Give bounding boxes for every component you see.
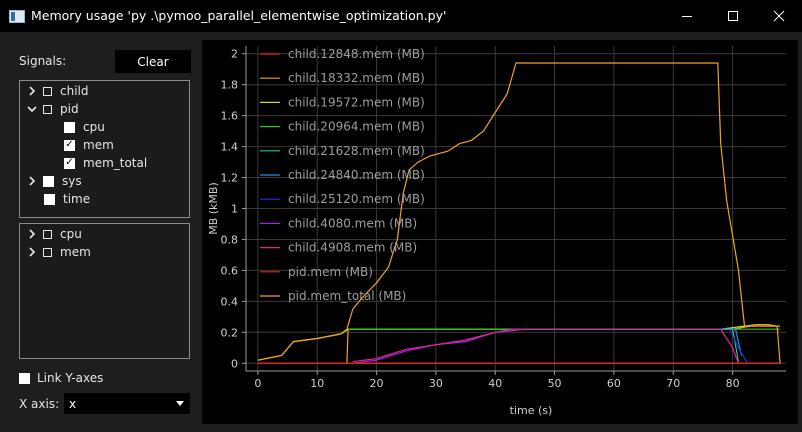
series-line [346, 325, 781, 364]
link-y-axes-label: Link Y-axes [37, 371, 104, 385]
tree-item-label: mem [60, 245, 91, 259]
signals-label: Signals: [19, 54, 67, 68]
x-tick-label: 20 [370, 377, 384, 390]
chevron-right-icon[interactable] [26, 245, 38, 259]
y-tick-label: 1.6 [221, 110, 239, 123]
tree-item-pid[interactable]: pid [26, 100, 79, 118]
close-button[interactable] [756, 0, 802, 32]
tree-item-sys[interactable]: sys [26, 172, 82, 190]
legend-label: child.4908.mem (MB) [288, 241, 417, 255]
legend-label: child.20964.mem (MB) [288, 120, 425, 134]
link-y-axes-checkbox[interactable] [19, 372, 30, 384]
tree-item-label: sys [62, 174, 82, 188]
tree-item-label: cpu [83, 120, 105, 134]
tree-item-label: mem_total [83, 156, 148, 170]
partial-checkbox[interactable] [43, 229, 52, 239]
chevron-down-icon[interactable] [26, 102, 38, 116]
y-axis-title: MB (kMB) [207, 182, 220, 235]
series-line [257, 62, 781, 364]
checkbox-unchecked[interactable] [44, 193, 55, 205]
tree-item-mem-total[interactable]: ✓ mem_total [64, 154, 147, 172]
close-icon [773, 10, 785, 22]
tree-item-time[interactable]: time [44, 190, 90, 208]
tree-item-label: pid [60, 102, 79, 116]
tree-item-cpu[interactable]: cpu [64, 118, 105, 136]
legend-label: child.12848.mem (MB) [288, 47, 425, 61]
y-tick-label: 1.4 [221, 141, 239, 154]
maximize-icon [728, 11, 738, 21]
y-tick-label: 0.6 [221, 264, 239, 277]
x-tick-label: 70 [666, 377, 680, 390]
plot-area[interactable]: 0 10 20 30 40 50 60 70 80 0 0.2 0.4 0.6 0.8 1 1.2 1.4 1.6… [202, 40, 798, 424]
y-tick-label: 0.8 [221, 233, 239, 246]
tree-item-label: cpu [60, 227, 82, 241]
memory-chart[interactable]: 0 10 20 30 40 50 60 70 80 0 0.2 0.4 0.6 0.8 1 1.2 1.4 1.6… [202, 40, 798, 424]
y-tick-label: 1 [231, 203, 238, 216]
checkbox-checked[interactable]: ✓ [64, 139, 75, 151]
series-line [352, 328, 740, 364]
x-tick-label: 80 [726, 377, 740, 390]
axes-tree[interactable]: cpu mem [19, 223, 190, 359]
partial-checkbox[interactable] [43, 104, 52, 114]
tree-item-label: child [60, 84, 89, 98]
x-tick-label: 60 [607, 377, 621, 390]
legend-label: pid.mem_total (MB) [288, 289, 406, 303]
x-tick-label: 40 [488, 377, 502, 390]
y-tick-label: 0.4 [221, 295, 239, 308]
y-tick-label: 0.2 [221, 326, 239, 339]
tree-item-cpu-axis[interactable]: cpu [26, 225, 82, 243]
x-axis-select-value: x [69, 396, 77, 411]
series-line [524, 328, 743, 356]
window-title: Memory usage 'py .\pymoo_parallel_elemen… [31, 8, 447, 23]
chevron-right-icon[interactable] [26, 227, 38, 241]
link-y-axes-row[interactable]: Link Y-axes [19, 371, 103, 385]
tree-item-label: mem [83, 138, 114, 152]
x-axis-title: time (s) [510, 404, 553, 417]
x-tick-label: 50 [548, 377, 562, 390]
tree-item-mem[interactable]: ✓ mem [64, 136, 114, 154]
series-line [524, 328, 740, 362]
signals-tree[interactable]: child pid cpu ✓ mem ✓ mem_total sys time [19, 80, 190, 218]
x-axis-select[interactable]: x [64, 393, 190, 414]
minimize-icon [682, 16, 692, 17]
partial-checkbox[interactable] [43, 247, 52, 257]
chevron-down-icon [176, 401, 184, 406]
legend-label: child.18332.mem (MB) [288, 71, 425, 85]
y-tick-label: 0 [231, 357, 238, 370]
tree-item-label: time [63, 192, 91, 206]
x-tick-label: 10 [310, 377, 324, 390]
legend-label: child.21628.mem (MB) [288, 144, 425, 158]
legend-label: pid.mem (MB) [288, 265, 373, 279]
tree-item-child[interactable]: child [26, 82, 89, 100]
title-bar: Memory usage 'py .\pymoo_parallel_elemen… [0, 0, 802, 32]
clear-button[interactable]: Clear [115, 50, 191, 73]
chevron-right-icon[interactable] [26, 84, 38, 98]
y-tick-label: 1.2 [221, 172, 239, 185]
maximize-button[interactable] [710, 0, 756, 32]
checkbox-checked[interactable]: ✓ [64, 157, 75, 169]
series-line [729, 328, 748, 364]
x-tick-label: 0 [254, 377, 261, 390]
legend-label: child.25120.mem (MB) [288, 192, 425, 206]
x-tick-label: 30 [429, 377, 443, 390]
minimize-button[interactable] [664, 0, 710, 32]
partial-checkbox[interactable] [43, 86, 52, 96]
chevron-right-icon[interactable] [26, 174, 38, 188]
legend-label: child.19572.mem (MB) [288, 95, 425, 109]
y-tick-label: 2 [231, 48, 238, 61]
tree-item-mem-axis[interactable]: mem [26, 243, 91, 261]
y-tick-label: 1.8 [221, 79, 239, 92]
legend-label: child.4080.mem (MB) [288, 216, 417, 230]
x-axis-label: X axis: [19, 397, 60, 411]
checkbox-unchecked[interactable] [43, 175, 54, 187]
legend-label: child.24840.mem (MB) [288, 168, 425, 182]
checkbox-unchecked[interactable] [64, 121, 75, 133]
app-icon [9, 10, 25, 23]
